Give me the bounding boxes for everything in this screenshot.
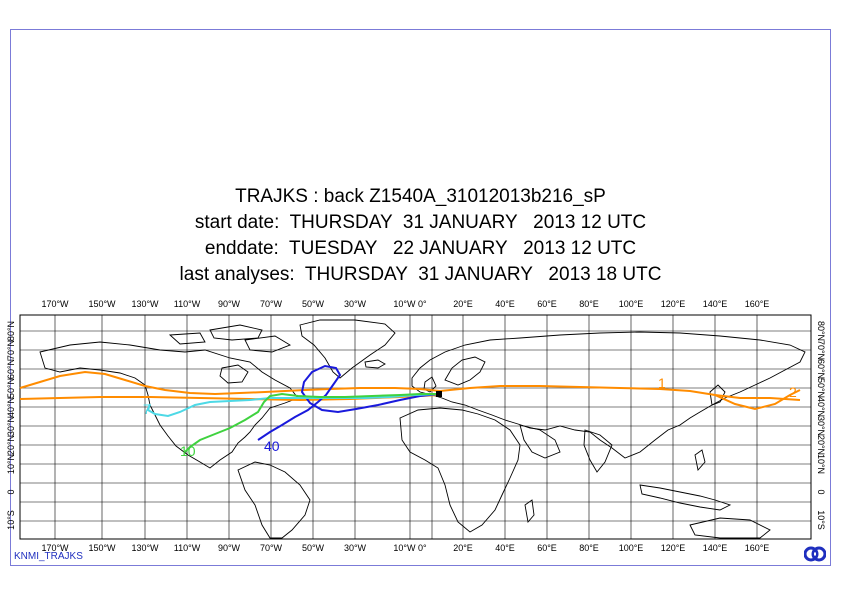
longitude-label: 80°E [579, 543, 599, 553]
longitude-label: 160°E [745, 543, 770, 553]
latitude-label: 10°S [816, 510, 826, 530]
longitude-label: 90°W [218, 543, 241, 553]
longitude-label: 70°W [260, 299, 283, 309]
footer-label: KNMI_TRAJKS [14, 551, 83, 562]
latitude-label: 20°N [816, 435, 826, 455]
trajectory-cyan [146, 393, 441, 418]
eurasia-outline [411, 331, 806, 459]
longitude-labels-top: 170°W 150°W 130°W 110°W 90°W 70°W 50°W 30°W 10°W… [41, 299, 769, 309]
latitude-label: 30°N [6, 416, 16, 436]
longitude-label: 50°W [302, 299, 325, 309]
longitude-label: 80°E [579, 299, 599, 309]
longitude-label: 30°W [344, 299, 367, 309]
japan-outline [709, 384, 726, 406]
india-outline [583, 429, 613, 473]
plot-frame [10, 29, 831, 566]
longitude-label: 90°W [218, 299, 241, 309]
longitude-labels-bottom: 170°W 150°W 130°W 110°W 90°W 70°W 50°W 30°W 10°W… [41, 543, 769, 553]
longitude-label: 170°W [41, 299, 69, 309]
longitude-label: 100°E [619, 299, 644, 309]
longitude-label: 70°W [260, 543, 283, 553]
latitude-label: 30°N [816, 416, 826, 436]
longitude-label: 150°W [88, 543, 116, 553]
arctic-islands-outline [168, 324, 292, 353]
longitude-label: 100°E [619, 543, 644, 553]
title-line-2: start date: THURSDAY 31 JANUARY 2013 12 … [194, 212, 647, 233]
longitude-label: 130°W [131, 543, 159, 553]
british-isles-outline [423, 376, 437, 393]
trajectory-blue [257, 364, 441, 441]
longitude-label: 120°E [661, 543, 686, 553]
title-line-3: enddate: TUESDAY 22 JANUARY 2013 12 UTC [204, 238, 637, 259]
latitude-label: 0 [816, 489, 826, 494]
latitude-label: 40°N [816, 397, 826, 417]
map-gridlines [20, 315, 811, 539]
title-line-1: TRAJKS : back Z1540A_31012013b216_sP [235, 186, 606, 207]
title-line-4: last analyses: THURSDAY 31 JANUARY 2013 … [179, 264, 662, 285]
longitude-label: 140°E [703, 543, 728, 553]
latitude-label: 10°S [6, 510, 16, 530]
greenland-outline [299, 319, 396, 379]
longitude-label: 140°E [703, 299, 728, 309]
longitude-label: 60°E [537, 543, 557, 553]
indonesia-outline [639, 484, 732, 511]
longitude-label: 40°E [495, 543, 515, 553]
latitude-label: 80°N [816, 321, 826, 341]
longitude-label: 10°W 0° [393, 299, 427, 309]
longitude-label: 10°W 0° [393, 543, 427, 553]
latitude-label: 60°N [816, 359, 826, 379]
longitude-label: 40°E [495, 299, 515, 309]
longitude-label: 110°W [174, 299, 201, 309]
latitude-labels-left: 80°N70°N60°N50°N40°N30°N20°N10°N 0 10°S [6, 321, 16, 530]
latitude-label: 70°N [6, 340, 16, 360]
trajectory-green [184, 392, 440, 453]
ecmwf-logo-icon [804, 546, 826, 562]
latitude-label: 50°N [816, 378, 826, 398]
latitude-label: 10°N [6, 454, 16, 474]
latitude-label: 20°N [6, 435, 16, 455]
longitude-label: 60°E [537, 299, 557, 309]
australia-outline [689, 517, 771, 539]
longitude-label: 110°W [174, 543, 201, 553]
south-america-outline [237, 461, 311, 539]
trajectory-start-marker [436, 391, 442, 397]
marker-green-10: 10 [180, 443, 196, 459]
philippines-outline [694, 449, 706, 471]
longitude-label: 30°W [344, 543, 367, 553]
longitude-label: 160°E [745, 299, 770, 309]
longitude-label: 50°W [302, 543, 325, 553]
scandinavia-outline [444, 356, 486, 386]
latitude-label: 10°N [816, 454, 826, 474]
madagascar-outline [524, 499, 535, 524]
longitude-label: 20°E [453, 299, 473, 309]
hudson-bay-outline [219, 364, 249, 384]
latitude-label: 50°N [6, 378, 16, 398]
latitude-label: 80°N [6, 321, 16, 341]
longitude-label: 120°E [661, 299, 686, 309]
iceland-outline [364, 359, 386, 369]
longitude-label: 170°W [41, 543, 69, 553]
latitude-label: 60°N [6, 359, 16, 379]
latitude-label: 40°N [6, 397, 16, 417]
latitude-label: 0 [6, 489, 16, 494]
africa-outline [399, 407, 521, 533]
marker-orange-1: 1 [658, 375, 666, 391]
marker-orange-2: 2 [789, 384, 797, 400]
coastlines [39, 319, 806, 539]
north-america-outline [39, 341, 299, 469]
longitude-label: 130°W [131, 299, 159, 309]
marker-blue-40: 40 [264, 438, 280, 454]
arabia-outline [519, 424, 561, 459]
marker-cyan-7: 7 [143, 401, 151, 417]
latitude-labels-right: 80°N70°N60°N50°N40°N30°N20°N10°N 0 10°S [816, 321, 826, 530]
map-border [19, 314, 812, 540]
longitude-label: 150°W [88, 299, 116, 309]
latitude-label: 70°N [816, 340, 826, 360]
longitude-label: 20°E [453, 543, 473, 553]
